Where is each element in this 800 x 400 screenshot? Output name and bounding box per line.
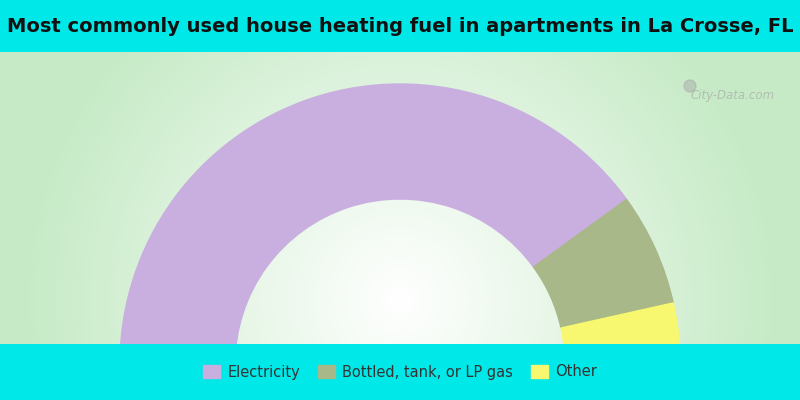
Text: City-Data.com: City-Data.com [691,89,775,102]
Wedge shape [534,200,674,328]
Circle shape [684,80,696,92]
Wedge shape [120,84,626,364]
Legend: Electricity, Bottled, tank, or LP gas, Other: Electricity, Bottled, tank, or LP gas, O… [198,360,602,384]
Text: Most commonly used house heating fuel in apartments in La Crosse, FL: Most commonly used house heating fuel in… [6,16,794,36]
Wedge shape [561,303,680,364]
